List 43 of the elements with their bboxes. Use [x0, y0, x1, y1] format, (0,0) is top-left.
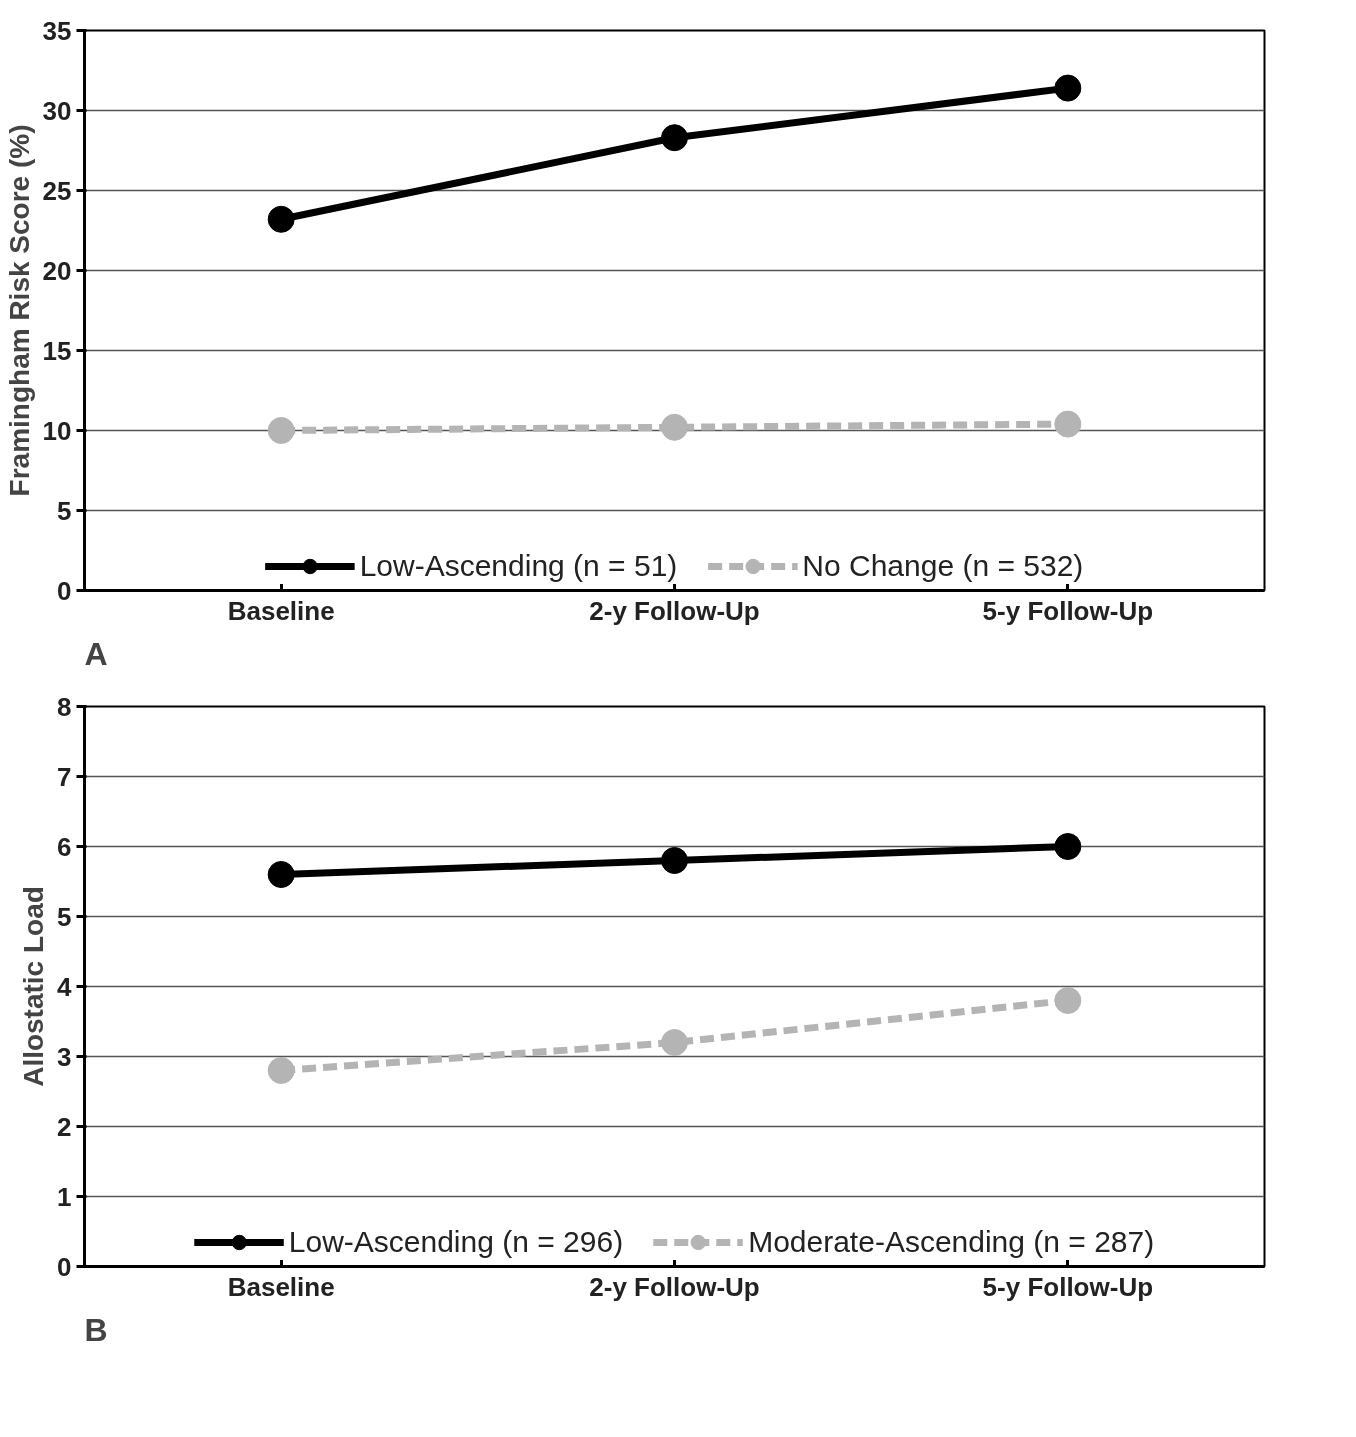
- point: [267, 417, 295, 444]
- point: [1054, 74, 1082, 102]
- y-tick-label: 15: [42, 335, 72, 366]
- y-tick-label: 1: [57, 1181, 72, 1212]
- y-tick-label: 3: [57, 1041, 72, 1072]
- text: A: [84, 635, 108, 672]
- y-tick-label: 7: [57, 761, 72, 792]
- y-tick-label: 6: [57, 831, 72, 862]
- legend-label: No Change (n = 532): [802, 548, 1084, 584]
- point: [661, 124, 688, 152]
- x-tick-label: 5-y Follow-Up: [982, 1271, 1154, 1302]
- y-axis-title: Framingham Risk Score (%): [3, 124, 35, 497]
- point: [267, 1057, 295, 1084]
- y-tick-label: 25: [42, 175, 72, 206]
- y-tick-label: 10: [42, 415, 72, 446]
- x-tick-label: 5-y Follow-Up: [982, 595, 1154, 626]
- y-tick-label: 8: [57, 691, 72, 722]
- point: [661, 847, 688, 874]
- y-axis-title: Allostatic Load: [18, 886, 50, 1087]
- text: B: [84, 1311, 108, 1348]
- y-tick-label: 4: [57, 971, 73, 1002]
- point: [1054, 410, 1082, 438]
- point: [1054, 987, 1082, 1014]
- y-tick-label: 0: [57, 575, 72, 606]
- point: [267, 205, 295, 233]
- y-tick-label: 2: [57, 1111, 72, 1142]
- x-tick-label: Baseline: [227, 595, 335, 626]
- x-tick-label: 2-y Follow-Up: [589, 1271, 760, 1302]
- legend-label: Low-Ascending (n = 296): [288, 1224, 624, 1260]
- y-tick-label: 20: [42, 255, 72, 286]
- y-tick-label: 5: [57, 495, 72, 526]
- legend-label: Low-Ascending (n = 51): [359, 548, 678, 584]
- point: [1054, 833, 1082, 860]
- point: [661, 1029, 688, 1056]
- point: [267, 861, 295, 888]
- legend-label: Moderate-Ascending (n = 287): [748, 1224, 1155, 1260]
- y-tick-label: 0: [57, 1251, 72, 1282]
- x-tick-label: Baseline: [227, 1271, 335, 1302]
- y-tick-label: 30: [42, 95, 72, 126]
- x-tick-label: 2-y Follow-Up: [589, 595, 760, 626]
- y-tick-label: 5: [57, 901, 72, 932]
- y-tick-label: 35: [42, 15, 72, 46]
- point: [661, 413, 688, 441]
